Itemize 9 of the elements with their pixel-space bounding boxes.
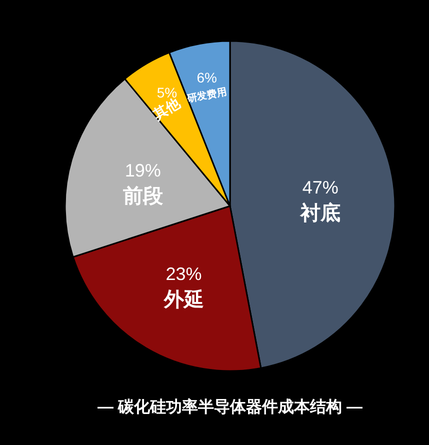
data-label: 23%	[166, 264, 202, 284]
data-label: 6%	[196, 69, 217, 86]
data-label: 47%	[302, 177, 338, 198]
slice-label: 衬底	[299, 201, 340, 224]
slice-label: 前段	[122, 186, 164, 208]
data-label: 19%	[124, 160, 161, 181]
slice-label: 研发费用	[185, 86, 228, 106]
text: — 碳化硅功率半导体器件成本结构 —	[98, 397, 362, 416]
slice-label: 外延	[162, 289, 204, 312]
